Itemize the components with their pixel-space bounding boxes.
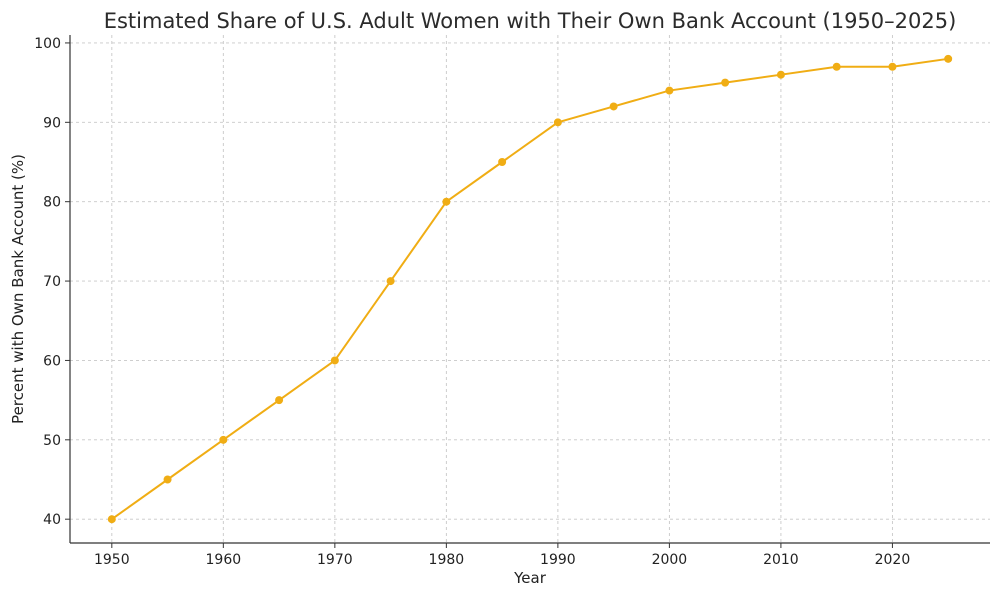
data-point <box>107 515 116 524</box>
x-tick-label: 2000 <box>652 552 688 568</box>
x-axis-label: Year <box>513 569 547 587</box>
data-point <box>665 86 674 95</box>
x-tick-label: 1950 <box>94 552 130 568</box>
y-tick-label: 90 <box>43 115 61 131</box>
x-tick-label: 1980 <box>429 552 465 568</box>
axes: 1950 1960 1970 1980 1990 2000 2010 2020 40 50 60 70… <box>34 35 990 568</box>
data-point <box>888 62 897 71</box>
chart-title: Estimated Share of U.S. Adult Women with… <box>104 9 957 33</box>
x-tick-label: 2020 <box>875 552 911 568</box>
data-point <box>219 435 228 444</box>
data-point <box>330 356 339 365</box>
data-point <box>721 78 730 87</box>
data-point <box>442 197 451 206</box>
grid-lines <box>70 35 990 543</box>
data-point <box>553 118 562 127</box>
y-tick-label: 100 <box>34 36 61 52</box>
data-point <box>386 277 395 286</box>
data-point <box>609 102 618 111</box>
x-tick-label: 1960 <box>206 552 242 568</box>
y-tick-label: 50 <box>43 433 61 449</box>
data-point <box>944 54 953 63</box>
y-axis-label: Percent with Own Bank Account (%) <box>9 154 27 424</box>
series-line <box>111 57 949 521</box>
data-point <box>776 70 785 79</box>
x-tick-label: 1970 <box>317 552 353 568</box>
series-layer <box>107 54 953 524</box>
data-point <box>163 475 172 484</box>
y-tick-label: 70 <box>43 274 61 290</box>
data-point <box>498 158 507 166</box>
y-tick-label: 60 <box>43 353 61 369</box>
y-tick-label: 40 <box>43 512 61 528</box>
x-tick-label: 1990 <box>540 552 576 568</box>
x-tick-label: 2010 <box>763 552 799 568</box>
y-tick-label: 80 <box>43 195 61 211</box>
data-point <box>275 396 284 405</box>
data-point <box>832 62 841 71</box>
